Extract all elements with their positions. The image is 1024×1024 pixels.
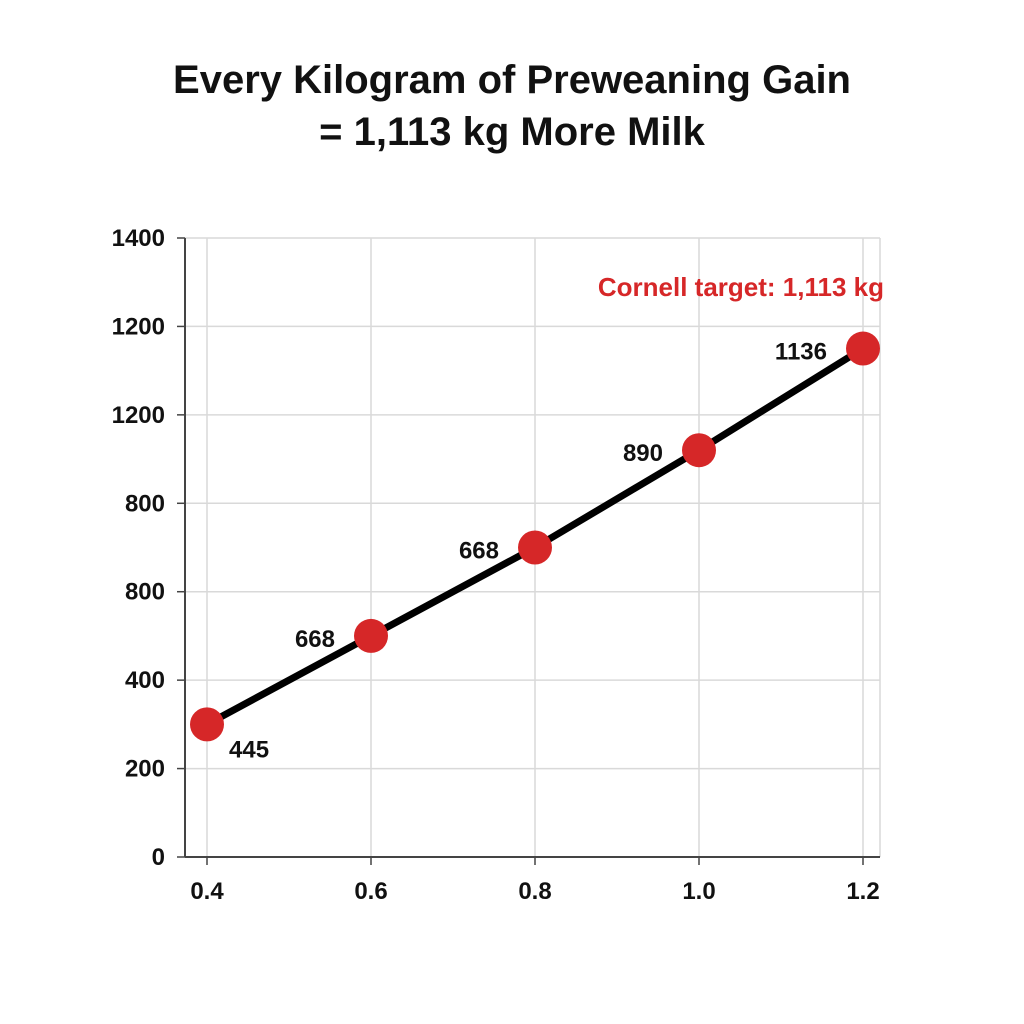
y-tick-label: 800 [125,490,165,517]
x-tick-label: 1.0 [682,878,715,905]
x-tick-label: 1.2 [846,878,879,905]
data-labels: 445 668 668 890 1136 [229,339,827,764]
x-tick-label: 0.8 [518,878,551,905]
y-tick-label: 1200 [112,402,165,429]
grid-lines [185,237,881,857]
y-tick-label: 400 [125,667,165,694]
y-tick-label: 800 [125,579,165,606]
data-point [354,618,388,653]
x-tick-label: 0.6 [354,878,387,905]
data-point [518,530,552,565]
x-tick-labels: 0.4 0.6 0.8 1.0 1.2 [190,878,879,905]
y-tick-labels: 0 200 400 800 800 1200 1200 1400 [112,225,165,871]
x-tick-label: 0.4 [190,878,224,905]
data-point [190,707,224,742]
target-annotation: Cornell target: 1,113 kg [598,272,884,302]
axes [177,237,880,865]
y-tick-label: 1200 [112,313,165,340]
data-label: 668 [295,626,335,653]
data-point [846,331,880,366]
y-tick-label: 0 [152,844,165,871]
data-label: 890 [623,440,663,467]
data-label: 445 [229,736,269,763]
data-label: 668 [459,538,499,565]
data-point [682,433,716,468]
y-tick-label: 1400 [112,225,165,252]
y-tick-label: 200 [125,756,165,783]
data-label: 1136 [775,339,827,366]
series [190,331,880,742]
chart-title-line-2: = 1,113 kg More Milk [319,110,705,154]
chart-title-line-1: Every Kilogram of Preweaning Gain [173,58,851,102]
